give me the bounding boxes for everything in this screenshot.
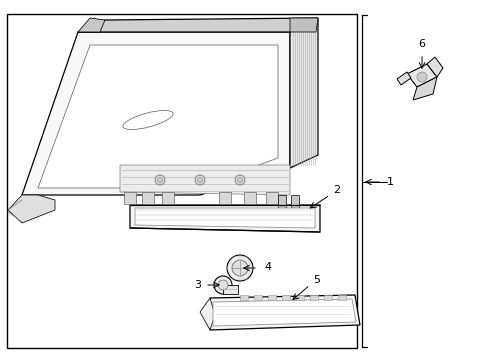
Circle shape bbox=[195, 175, 204, 185]
Polygon shape bbox=[295, 295, 304, 300]
Polygon shape bbox=[38, 45, 278, 188]
Circle shape bbox=[197, 177, 202, 183]
Polygon shape bbox=[240, 295, 247, 300]
Polygon shape bbox=[253, 295, 262, 300]
Polygon shape bbox=[412, 77, 436, 100]
Circle shape bbox=[235, 175, 244, 185]
Polygon shape bbox=[267, 295, 275, 300]
Polygon shape bbox=[8, 195, 55, 223]
Polygon shape bbox=[396, 72, 410, 85]
Bar bbox=[7, 14, 356, 348]
Circle shape bbox=[231, 260, 247, 276]
Bar bbox=[265, 192, 278, 204]
Polygon shape bbox=[120, 165, 289, 195]
Text: 4: 4 bbox=[264, 262, 271, 272]
Polygon shape bbox=[130, 205, 319, 232]
Circle shape bbox=[218, 280, 227, 290]
Ellipse shape bbox=[122, 111, 173, 130]
Bar bbox=[124, 192, 136, 204]
Polygon shape bbox=[289, 18, 317, 168]
Polygon shape bbox=[324, 295, 331, 300]
Circle shape bbox=[416, 72, 426, 82]
Polygon shape bbox=[209, 295, 359, 330]
Polygon shape bbox=[22, 32, 289, 195]
Bar bbox=[142, 192, 154, 204]
Polygon shape bbox=[337, 295, 346, 300]
Polygon shape bbox=[200, 298, 215, 330]
Polygon shape bbox=[78, 18, 105, 32]
Polygon shape bbox=[213, 299, 355, 326]
Text: 1: 1 bbox=[386, 177, 393, 187]
Polygon shape bbox=[309, 295, 317, 300]
Circle shape bbox=[157, 177, 162, 183]
Text: 6: 6 bbox=[418, 39, 425, 49]
Bar bbox=[290, 195, 298, 209]
Polygon shape bbox=[135, 208, 314, 228]
Bar bbox=[219, 192, 230, 204]
Bar bbox=[244, 192, 256, 204]
Text: 2: 2 bbox=[333, 185, 340, 195]
Bar bbox=[278, 195, 285, 209]
Circle shape bbox=[237, 177, 242, 183]
Polygon shape bbox=[282, 295, 289, 300]
Polygon shape bbox=[406, 64, 436, 87]
Polygon shape bbox=[289, 18, 317, 32]
Circle shape bbox=[155, 175, 164, 185]
Polygon shape bbox=[426, 57, 442, 77]
Bar bbox=[223, 285, 238, 294]
Circle shape bbox=[226, 255, 252, 281]
Circle shape bbox=[214, 276, 231, 294]
Text: 5: 5 bbox=[313, 275, 320, 285]
Text: 3: 3 bbox=[194, 280, 201, 290]
Polygon shape bbox=[78, 18, 317, 32]
Bar bbox=[162, 192, 174, 204]
